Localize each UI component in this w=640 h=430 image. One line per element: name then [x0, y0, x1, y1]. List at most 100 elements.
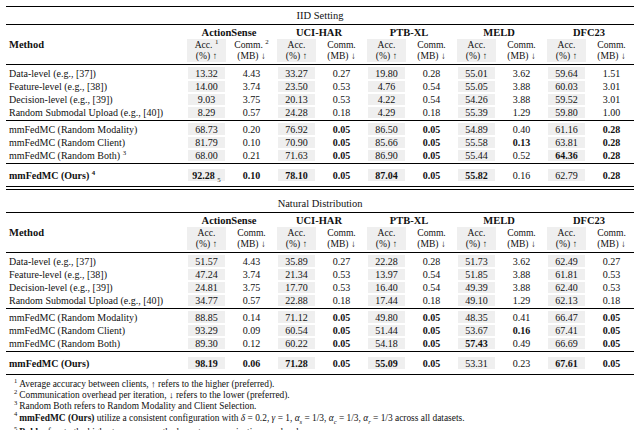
value-text: 13.97	[375, 269, 398, 280]
value-text: 61.81	[555, 269, 578, 280]
metric-label: Acc.	[198, 227, 216, 238]
comm-subheader: Comm.(MB) ↓	[499, 226, 544, 253]
dataset-header: DFC23	[544, 213, 634, 227]
comm-value-cell: 3.88	[499, 281, 544, 294]
value-text: 0.54	[423, 94, 441, 105]
metric-label: Comm.	[507, 227, 536, 238]
value-text: 55.82	[465, 170, 488, 181]
metric-name: Acc. 1	[187, 39, 226, 50]
value-text: 92.28	[192, 170, 215, 181]
value-text: 20.13	[285, 94, 308, 105]
value-text: 4.22	[378, 94, 396, 105]
comm-value-cell: 0.57	[229, 106, 274, 121]
method-label: mmFedMC (Ours)	[9, 358, 89, 369]
metric-unit: (MB) ↓	[412, 238, 451, 249]
accuracy-value-cell: 62.40	[544, 281, 589, 294]
comm-value-cell: 0.28	[589, 164, 634, 187]
value-text: 0.05	[333, 150, 351, 161]
value-text: 0.28	[603, 124, 621, 135]
value-text: 61.16	[555, 124, 578, 135]
setting-title-text: Natural Distribution	[278, 198, 363, 209]
method-cell: mmFedMC (Random Both) 3	[6, 149, 184, 164]
method-cell: mmFedMC (Random Client)	[6, 324, 184, 337]
value-text: 0.53	[333, 94, 351, 105]
comm-value-cell: 0.05	[319, 164, 364, 187]
value-text: 17.44	[375, 295, 398, 306]
value-text: 0.18	[333, 295, 351, 306]
acc-subheader: Acc.(%) ↑	[544, 38, 589, 65]
comm-value-cell: 0.05	[409, 136, 454, 149]
value-text: 0.06	[243, 358, 261, 369]
footnotes: 1Average accuracy between clients, ↑ ref…	[14, 379, 634, 430]
comm-value-cell: 0.05	[589, 309, 634, 324]
value-text: 3.62	[513, 256, 531, 267]
acc-subheader: Acc.(%) ↑	[454, 226, 499, 253]
accuracy-value-cell: 51.85	[454, 268, 499, 281]
value-text: 0.28	[423, 256, 441, 267]
accuracy-value-cell: 21.34	[274, 268, 319, 281]
value-text: 60.22	[285, 338, 308, 349]
value-text: 54.26	[465, 94, 488, 105]
footnote-number: 5	[14, 425, 17, 430]
setting-title-cell: IID Setting	[6, 7, 634, 25]
value-text: 24.28	[285, 107, 308, 118]
value-text: 0.53	[603, 269, 621, 280]
row-group: mmFedMC (Ours)98.190.0671.280.0555.090.0…	[6, 352, 634, 375]
value-text: 57.43	[465, 338, 488, 349]
acc-subheader: Acc.(%) ↑	[454, 38, 499, 65]
value-text: 0.10	[243, 170, 261, 181]
footnote-ref: 4	[92, 168, 95, 175]
comm-subheader: Comm.(MB) ↓	[589, 38, 634, 65]
comm-subheader: Comm. 2(MB) ↓	[229, 38, 274, 65]
method-cell: mmFedMC (Random Modality)	[6, 309, 184, 324]
comm-value-cell: 3.88	[499, 268, 544, 281]
accuracy-value-cell: 13.32	[184, 65, 229, 80]
footnote-ref: 1	[215, 38, 218, 45]
dataset-header: ActionSense	[184, 213, 274, 227]
metric-unit: (%) ↑	[547, 238, 586, 249]
comm-value-cell: 0.40	[499, 121, 544, 136]
metric-unit: (MB) ↓	[322, 50, 361, 61]
accuracy-value-cell: 62.79	[544, 164, 589, 187]
footnote-ref: 3	[123, 148, 126, 155]
dataset-header: ActionSense	[184, 25, 274, 39]
value-text: 55.05	[465, 81, 488, 92]
accuracy-value-cell: 51.73	[454, 253, 499, 268]
acc-subheader: Acc.(%) ↑	[274, 38, 319, 65]
accuracy-value-cell: 55.01	[454, 65, 499, 80]
value-text: 23.50	[285, 81, 308, 92]
method-label: Feature-level (e.g., [38])	[9, 81, 107, 92]
value-text: 68.00	[195, 150, 218, 161]
method-cell: mmFedMC (Random Both)	[6, 337, 184, 352]
metric-name: Comm.	[232, 227, 271, 238]
metric-name: Comm.	[322, 39, 361, 50]
method-label: mmFedMC (Random Client)	[9, 325, 125, 336]
comm-value-cell: 0.12	[229, 337, 274, 352]
accuracy-value-cell: 49.39	[454, 281, 499, 294]
comm-value-cell: 0.53	[589, 281, 634, 294]
accuracy-value-cell: 60.22	[274, 337, 319, 352]
metric-label: Acc.	[288, 39, 306, 50]
value-text: 0.05	[423, 312, 441, 323]
comm-value-cell: 0.10	[229, 164, 274, 187]
value-text: 1.00	[603, 107, 621, 118]
value-text: 3.88	[513, 81, 531, 92]
metric-name: Acc.	[367, 39, 406, 50]
value-text: 59.64	[555, 68, 578, 79]
comm-value-cell: 4.43	[229, 253, 274, 268]
value-text: 0.14	[243, 312, 261, 323]
paper-results-page: IID SettingMethodActionSenseUCI-HARPTB-X…	[0, 0, 640, 430]
metric-name: Acc.	[457, 39, 496, 50]
accuracy-value-cell: 59.64	[544, 65, 589, 80]
value-text: 3.01	[603, 81, 621, 92]
accuracy-value-cell: 63.81	[544, 136, 589, 149]
comm-subheader: Comm.(MB) ↓	[409, 38, 454, 65]
comm-value-cell: 1.29	[499, 294, 544, 309]
method-cell: mmFedMC (Ours)	[6, 352, 184, 375]
comm-value-cell: 3.01	[589, 80, 634, 93]
value-text: 81.79	[195, 137, 218, 148]
value-text: 0.28	[423, 68, 441, 79]
metric-unit: (MB) ↓	[232, 238, 271, 249]
comm-value-cell: 0.14	[229, 309, 274, 324]
table-row: Feature-level (e.g., [38])47.243.7421.34…	[6, 268, 634, 281]
